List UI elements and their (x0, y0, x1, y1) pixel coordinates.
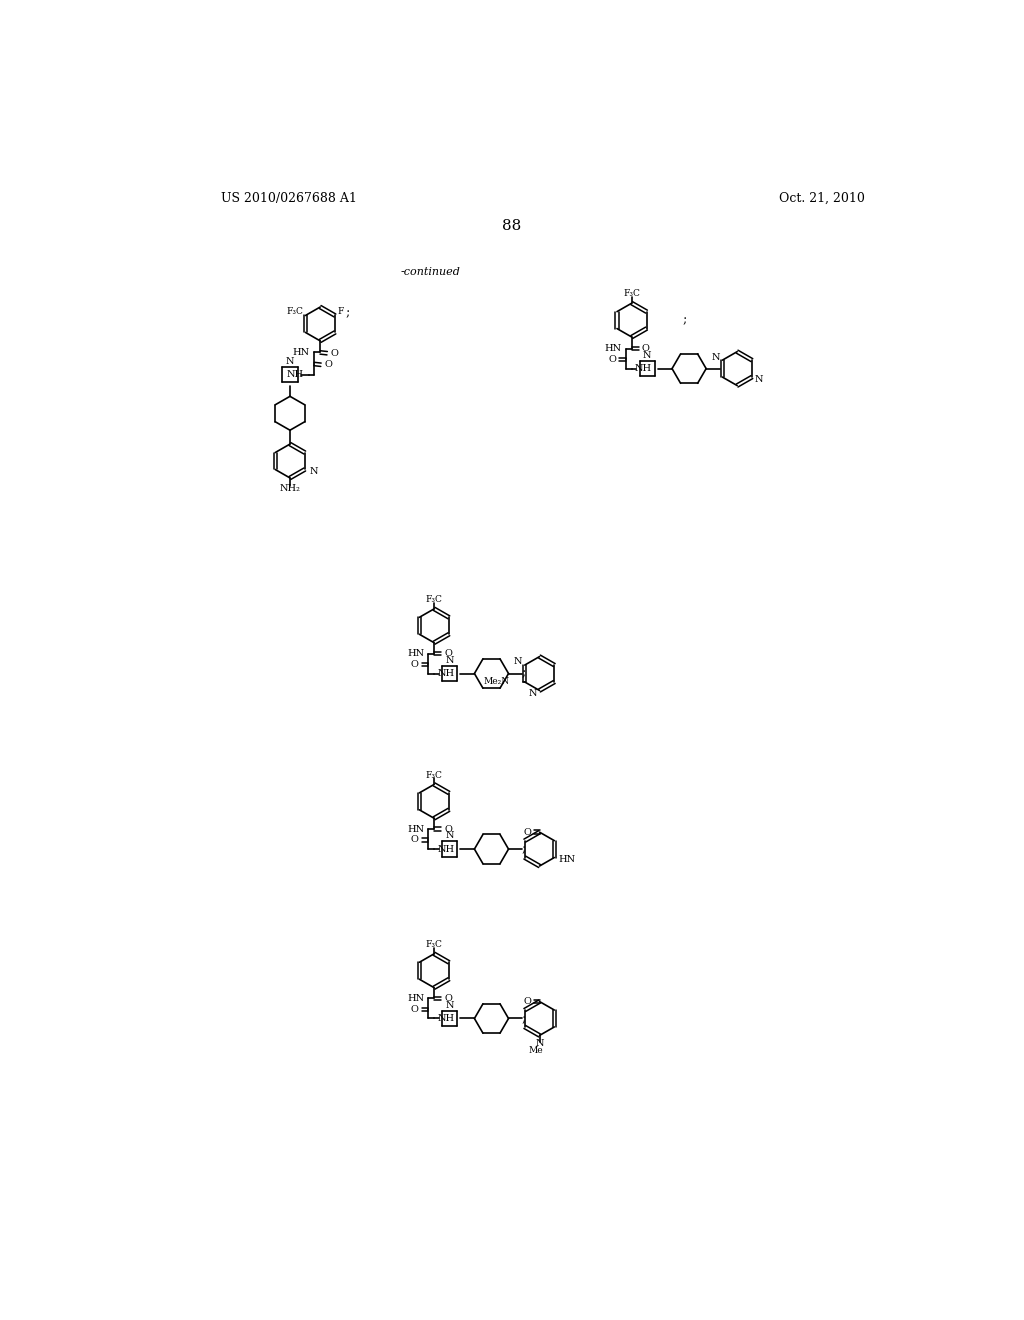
Text: N: N (536, 1039, 544, 1048)
Text: N: N (514, 657, 522, 667)
Text: O: O (524, 997, 531, 1006)
Text: ;: ; (521, 842, 525, 855)
Text: 88: 88 (502, 219, 521, 234)
Text: NH: NH (437, 1014, 455, 1023)
Text: N: N (445, 832, 454, 841)
Text: -continued: -continued (400, 268, 460, 277)
Text: ;: ; (682, 314, 686, 326)
Text: Me: Me (528, 1047, 543, 1055)
Text: O: O (444, 825, 452, 833)
Text: O: O (331, 348, 338, 358)
Text: ;: ; (521, 1012, 525, 1026)
Text: F₃C: F₃C (287, 308, 303, 315)
Text: N: N (309, 466, 317, 475)
Text: N: N (755, 375, 763, 384)
Text: N: N (445, 656, 454, 665)
Text: O: O (324, 360, 332, 370)
Text: F₃C: F₃C (426, 595, 442, 605)
Text: F₃C: F₃C (426, 771, 442, 780)
Text: F₃C: F₃C (426, 940, 442, 949)
Text: NH₂: NH₂ (280, 484, 300, 494)
Text: Oct. 21, 2010: Oct. 21, 2010 (779, 191, 865, 205)
Text: HN: HN (292, 348, 309, 356)
Text: O: O (411, 836, 419, 845)
Text: NH: NH (437, 845, 455, 854)
Text: O: O (524, 828, 531, 837)
Text: N: N (286, 358, 294, 366)
Text: NH: NH (437, 669, 455, 678)
Text: NH: NH (287, 371, 304, 379)
Text: HN: HN (407, 825, 424, 833)
Text: O: O (444, 649, 452, 657)
Text: O: O (608, 355, 616, 364)
Text: US 2010/0267688 A1: US 2010/0267688 A1 (221, 191, 357, 205)
Text: ;: ; (345, 306, 349, 319)
Text: N: N (643, 351, 651, 360)
Text: F: F (337, 308, 344, 315)
Text: N: N (445, 1001, 454, 1010)
Text: HN: HN (407, 649, 424, 657)
Text: Me₂N: Me₂N (483, 677, 509, 686)
Text: NH: NH (635, 364, 652, 374)
Text: O: O (411, 660, 419, 669)
Text: HN: HN (604, 345, 622, 352)
Text: ;: ; (521, 667, 525, 680)
Text: N: N (528, 689, 538, 698)
Text: N: N (712, 352, 720, 362)
Text: O: O (411, 1005, 419, 1014)
Text: O: O (444, 994, 452, 1003)
Text: F₃C: F₃C (624, 289, 640, 298)
Text: HN: HN (558, 855, 575, 865)
Text: HN: HN (407, 994, 424, 1003)
Text: O: O (642, 345, 649, 352)
